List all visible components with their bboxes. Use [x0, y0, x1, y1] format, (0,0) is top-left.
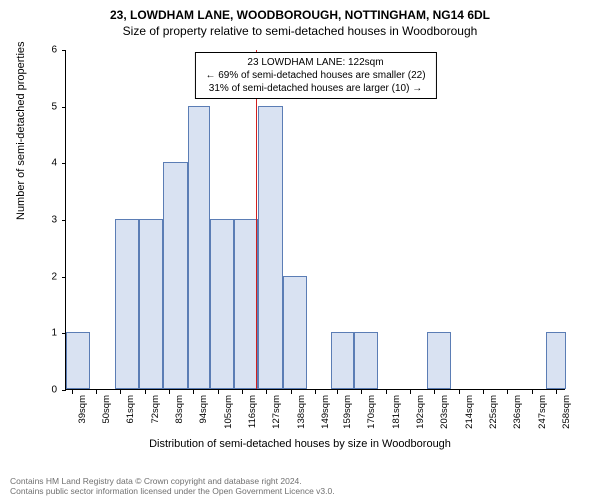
x-tick-label: 258sqm [561, 395, 572, 435]
title-address: 23, LOWDHAM LANE, WOODBOROUGH, NOTTINGHA… [0, 8, 600, 22]
x-tick-mark [410, 390, 411, 394]
y-tick-label: 2 [51, 271, 57, 282]
histogram-bar [139, 219, 163, 389]
x-tick-mark [218, 390, 219, 394]
histogram-bar [66, 332, 90, 389]
histogram-bar [115, 219, 139, 389]
y-tick-label: 0 [51, 385, 57, 396]
x-tick-mark [386, 390, 387, 394]
x-tick-mark [169, 390, 170, 394]
y-tick-mark [62, 220, 66, 221]
x-tick-label: 181sqm [391, 395, 402, 435]
histogram-bar [354, 332, 378, 389]
x-tick-label: 214sqm [464, 395, 475, 435]
x-tick-mark [459, 390, 460, 394]
x-tick-mark [266, 390, 267, 394]
histogram-bar [188, 106, 210, 389]
y-tick-mark [62, 390, 66, 391]
histogram-bar [331, 332, 353, 389]
x-tick-label: 192sqm [415, 395, 426, 435]
x-tick-mark [72, 390, 73, 394]
x-tick-label: 247sqm [537, 395, 548, 435]
histogram-bar [234, 219, 258, 389]
x-tick-mark [193, 390, 194, 394]
histogram-bar [427, 332, 451, 389]
x-tick-label: 61sqm [125, 395, 136, 435]
chart-header: 23, LOWDHAM LANE, WOODBOROUGH, NOTTINGHA… [0, 0, 600, 38]
x-tick-label: 50sqm [101, 395, 112, 435]
x-tick-label: 83sqm [174, 395, 185, 435]
plot-region: 23 LOWDHAM LANE: 122sqm ← 69% of semi-de… [65, 50, 565, 390]
x-tick-label: 149sqm [320, 395, 331, 435]
footer-line2: Contains public sector information licen… [10, 486, 335, 496]
histogram-bar [210, 219, 234, 389]
x-tick-mark [361, 390, 362, 394]
x-tick-label: 203sqm [439, 395, 450, 435]
info-box-line1: 23 LOWDHAM LANE: 122sqm [205, 56, 425, 69]
x-tick-label: 116sqm [247, 395, 258, 435]
x-tick-mark [556, 390, 557, 394]
y-axis-label: Number of semi-detached properties [15, 41, 27, 220]
footer-attribution: Contains HM Land Registry data © Crown c… [10, 476, 335, 496]
property-marker-line [256, 50, 257, 389]
footer-line1: Contains HM Land Registry data © Crown c… [10, 476, 335, 486]
y-tick-label: 1 [51, 328, 57, 339]
x-tick-mark [96, 390, 97, 394]
y-tick-mark [62, 107, 66, 108]
x-tick-label: 159sqm [342, 395, 353, 435]
x-tick-label: 236sqm [512, 395, 523, 435]
x-tick-label: 72sqm [150, 395, 161, 435]
x-tick-mark [532, 390, 533, 394]
info-box: 23 LOWDHAM LANE: 122sqm ← 69% of semi-de… [194, 52, 436, 99]
x-tick-label: 94sqm [198, 395, 209, 435]
x-tick-mark [337, 390, 338, 394]
y-tick-mark [62, 333, 66, 334]
title-subtitle: Size of property relative to semi-detach… [0, 24, 600, 38]
x-tick-label: 127sqm [271, 395, 282, 435]
x-tick-mark [145, 390, 146, 394]
y-tick-label: 4 [51, 158, 57, 169]
histogram-bar [163, 162, 187, 389]
histogram-bar [283, 276, 307, 389]
x-tick-mark [291, 390, 292, 394]
x-tick-label: 225sqm [488, 395, 499, 435]
x-tick-mark [242, 390, 243, 394]
histogram-bar [258, 106, 282, 389]
x-tick-label: 138sqm [296, 395, 307, 435]
y-tick-mark [62, 50, 66, 51]
x-tick-label: 105sqm [223, 395, 234, 435]
y-tick-mark [62, 163, 66, 164]
y-tick-label: 5 [51, 101, 57, 112]
x-tick-mark [315, 390, 316, 394]
y-tick-label: 3 [51, 215, 57, 226]
x-tick-mark [120, 390, 121, 394]
info-box-line2: ← 69% of semi-detached houses are smalle… [205, 69, 425, 82]
x-axis-label: Distribution of semi-detached houses by … [0, 438, 600, 450]
info-box-line3: 31% of semi-detached houses are larger (… [205, 82, 425, 95]
y-tick-label: 6 [51, 45, 57, 56]
x-tick-mark [434, 390, 435, 394]
x-tick-label: 170sqm [366, 395, 377, 435]
y-tick-mark [62, 277, 66, 278]
x-tick-mark [507, 390, 508, 394]
histogram-bar [546, 332, 566, 389]
x-tick-label: 39sqm [77, 395, 88, 435]
chart-area: 0123456 23 LOWDHAM LANE: 122sqm ← 69% of… [65, 50, 565, 420]
x-tick-mark [483, 390, 484, 394]
